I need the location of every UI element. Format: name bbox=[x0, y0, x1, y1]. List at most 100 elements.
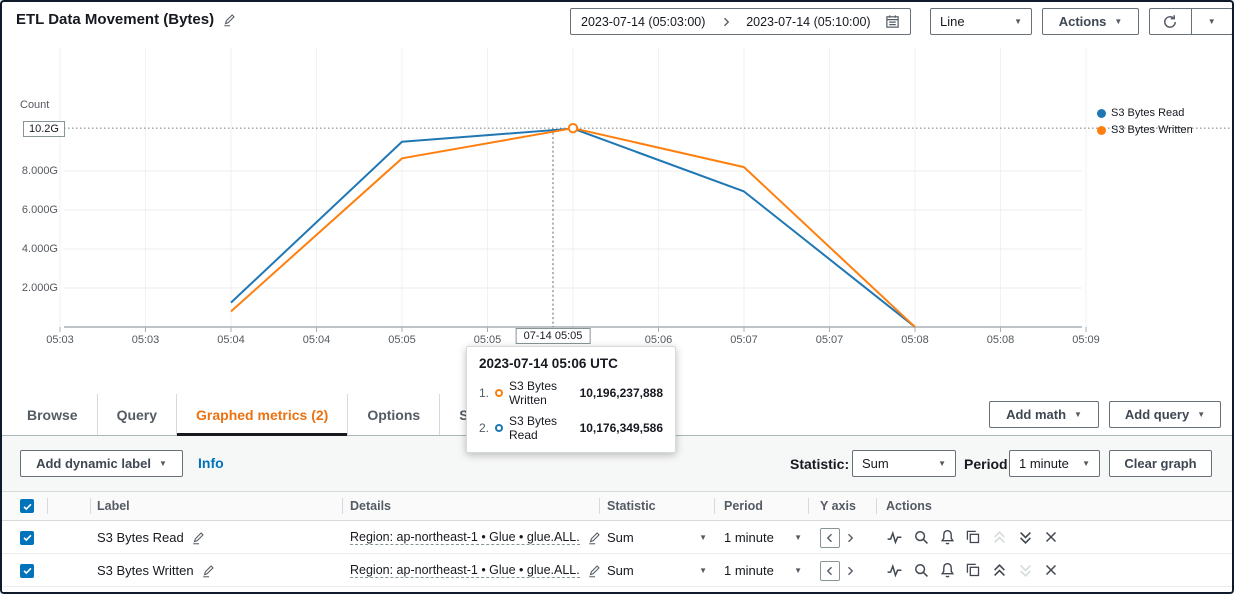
add-dynamic-label-button[interactable]: Add dynamic label ▼ bbox=[20, 450, 183, 477]
y-axis-left-toggle[interactable] bbox=[820, 527, 840, 548]
row-period-select[interactable]: 1 minute ▼ bbox=[724, 521, 802, 554]
time-range-picker[interactable]: 2023-07-14 (05:03:00) 2023-07-14 (05:10:… bbox=[570, 8, 911, 35]
tooltip-row: 1. S3 Bytes Written 10,196,237,888 bbox=[479, 379, 663, 407]
edit-details-pencil-icon[interactable] bbox=[587, 564, 601, 578]
tab-browse[interactable]: Browse bbox=[27, 406, 78, 423]
move-up-icon[interactable] bbox=[991, 529, 1008, 546]
edit-details-pencil-icon[interactable] bbox=[587, 531, 601, 545]
sparkline-icon[interactable] bbox=[886, 529, 903, 546]
move-down-icon[interactable] bbox=[1017, 562, 1034, 579]
alarm-bell-icon[interactable] bbox=[939, 529, 956, 546]
add-query-button[interactable]: Add query ▼ bbox=[1109, 401, 1221, 428]
clear-graph-button[interactable]: Clear graph bbox=[1109, 450, 1212, 477]
y-axis-left-toggle[interactable] bbox=[820, 560, 840, 581]
select-all-checkbox[interactable] bbox=[20, 499, 34, 513]
y-axis-right-toggle[interactable] bbox=[844, 565, 856, 577]
tooltip-series-label: S3 Bytes Read bbox=[509, 414, 558, 442]
column-divider bbox=[599, 498, 600, 514]
chevron-down-icon: ▼ bbox=[1207, 16, 1216, 26]
table-row: S3 Bytes Read Region: ap-northeast-1 • G… bbox=[2, 521, 1232, 554]
close-icon[interactable] bbox=[1043, 529, 1060, 546]
column-header-period: Period bbox=[724, 499, 763, 513]
row-statistic-select[interactable]: Sum ▼ bbox=[607, 554, 707, 587]
duplicate-icon[interactable] bbox=[965, 529, 982, 546]
edit-title-pencil-icon[interactable] bbox=[222, 13, 236, 27]
chevron-down-icon: ▼ bbox=[1197, 409, 1206, 419]
statistic-select[interactable]: Sum ▼ bbox=[852, 450, 956, 477]
y-axis-tick-label: 6.000G bbox=[21, 204, 58, 216]
metric-details-link[interactable]: Region: ap-northeast-1 • Glue • glue.ALL… bbox=[350, 563, 580, 578]
tooltip-row-index: 2. bbox=[479, 421, 490, 435]
chart-tooltip: 2023-07-14 05:06 UTC 1. S3 Bytes Written 1… bbox=[466, 346, 676, 453]
x-axis-tick-label: 05:04 bbox=[217, 334, 245, 346]
period-value: 1 minute bbox=[1019, 456, 1069, 471]
tooltip-row: 2. S3 Bytes Read 10,176,349,586 bbox=[479, 414, 663, 442]
alarm-bell-icon[interactable] bbox=[939, 562, 956, 579]
chevron-down-icon: ▼ bbox=[699, 565, 707, 575]
info-link[interactable]: Info bbox=[198, 455, 224, 471]
row-statistic-value: Sum bbox=[607, 563, 634, 578]
edit-label-pencil-icon[interactable] bbox=[201, 564, 215, 578]
x-axis-tick-label: 05:07 bbox=[815, 334, 844, 346]
duplicate-icon[interactable] bbox=[965, 562, 982, 579]
tab-query[interactable]: Query bbox=[96, 394, 176, 435]
graphed-metrics-table: Label Details Statistic Period Y axis Actions… bbox=[2, 491, 1232, 592]
time-range-end: 2023-07-14 (05:10:00) bbox=[746, 14, 871, 29]
chevron-right-icon bbox=[720, 16, 732, 28]
search-icon[interactable] bbox=[913, 529, 930, 546]
tooltip-timestamp: 2023-07-14 05:06 UTC bbox=[479, 356, 618, 371]
row-checkbox[interactable] bbox=[20, 530, 34, 545]
row-statistic-value: Sum bbox=[607, 530, 634, 545]
sparkline-icon[interactable] bbox=[886, 562, 903, 579]
line-chart[interactable] bbox=[2, 38, 1234, 358]
refresh-options-button[interactable]: ▼ bbox=[1190, 9, 1233, 34]
x-axis-tick-label: 05:03 bbox=[46, 334, 74, 346]
y-axis-tick-label: 2.000G bbox=[21, 282, 58, 294]
table-header: Label Details Statistic Period Y axis Actions bbox=[2, 492, 1232, 521]
period-select[interactable]: 1 minute ▼ bbox=[1009, 450, 1100, 477]
move-up-icon[interactable] bbox=[991, 562, 1008, 579]
series-ring-icon bbox=[495, 389, 504, 397]
metric-details-link[interactable]: Region: ap-northeast-1 • Glue • glue.ALL… bbox=[350, 530, 580, 545]
legend-color-dot bbox=[1097, 125, 1106, 135]
tab-graphed-metrics-2[interactable]: Graphed metrics (2) bbox=[176, 394, 348, 436]
add-query-label: Add query bbox=[1124, 407, 1190, 422]
chart-type-select[interactable]: Line ▼ bbox=[930, 8, 1032, 35]
metric-label: S3 Bytes Written bbox=[97, 563, 194, 578]
chevron-down-icon: ▼ bbox=[794, 532, 802, 542]
table-row: S3 Bytes Written Region: ap-northeast-1 … bbox=[2, 554, 1232, 587]
calendar-icon bbox=[885, 14, 900, 29]
column-header-actions: Actions bbox=[886, 499, 932, 513]
row-period-value: 1 minute bbox=[724, 563, 774, 578]
edit-label-pencil-icon[interactable] bbox=[191, 531, 205, 545]
actions-button[interactable]: Actions ▼ bbox=[1042, 8, 1139, 35]
legend-item[interactable]: S3 Bytes Read bbox=[1097, 107, 1193, 119]
chart-legend: S3 Bytes Read S3 Bytes Written bbox=[1097, 107, 1193, 136]
chart-title: ETL Data Movement (Bytes) bbox=[16, 11, 215, 28]
move-down-icon[interactable] bbox=[1017, 529, 1034, 546]
refresh-button[interactable] bbox=[1150, 9, 1191, 34]
chevron-down-icon: ▼ bbox=[1114, 16, 1123, 26]
column-divider bbox=[876, 498, 877, 514]
tab-options[interactable]: Options bbox=[347, 394, 439, 435]
column-divider bbox=[808, 498, 809, 514]
add-math-button[interactable]: Add math ▼ bbox=[989, 401, 1099, 428]
row-checkbox[interactable] bbox=[20, 563, 34, 578]
search-icon[interactable] bbox=[913, 562, 930, 579]
chevron-down-icon: ▼ bbox=[1014, 16, 1022, 26]
time-range-start: 2023-07-14 (05:03:00) bbox=[581, 14, 706, 29]
series-ring-icon bbox=[495, 424, 504, 432]
chart-type-value: Line bbox=[940, 14, 965, 29]
x-axis-tick-label: 05:08 bbox=[901, 334, 929, 346]
row-period-value: 1 minute bbox=[724, 530, 774, 545]
x-axis-tick-label: 05:05 bbox=[388, 334, 416, 346]
row-statistic-select[interactable]: Sum ▼ bbox=[607, 521, 707, 554]
close-icon[interactable] bbox=[1043, 562, 1060, 579]
y-axis-right-toggle[interactable] bbox=[844, 532, 856, 544]
column-header-details: Details bbox=[350, 499, 391, 513]
hover-y-value-box: 10.2G bbox=[23, 121, 65, 137]
legend-item[interactable]: S3 Bytes Written bbox=[1097, 124, 1193, 136]
row-period-select[interactable]: 1 minute ▼ bbox=[724, 554, 802, 587]
tooltip-series-label: S3 Bytes Written bbox=[509, 379, 558, 407]
